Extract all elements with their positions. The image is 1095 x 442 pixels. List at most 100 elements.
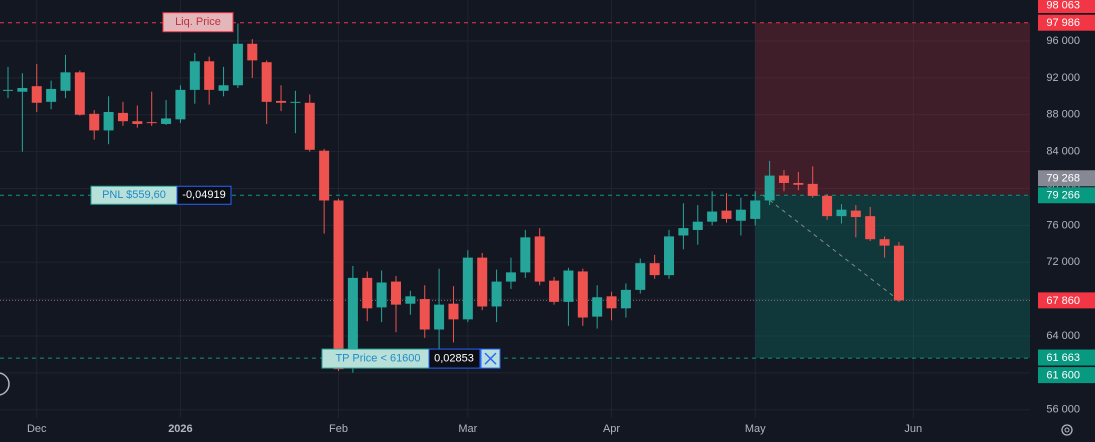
- price-label-box: [1038, 0, 1095, 14]
- price-label: 79 268: [1046, 173, 1080, 185]
- candle-body: [678, 228, 689, 236]
- candle-body: [304, 102, 315, 150]
- candle-body: [505, 272, 516, 282]
- price-label: 67 860: [1046, 295, 1080, 307]
- y-tick-label: 64 000: [1046, 330, 1080, 342]
- pnl-label: PNL $559,60: [102, 189, 166, 201]
- close-icon[interactable]: [484, 352, 497, 365]
- candle-body: [103, 111, 114, 131]
- candle-body: [893, 245, 904, 301]
- candle-body: [31, 86, 42, 103]
- candle-body: [664, 236, 675, 276]
- price-label: 61 600: [1046, 369, 1080, 381]
- candle-body: [204, 61, 215, 90]
- candle-body: [692, 221, 703, 230]
- candle-body: [721, 210, 732, 219]
- x-tick-label: Jun: [904, 423, 922, 435]
- price-label-box: [1038, 187, 1095, 204]
- candle-body: [261, 62, 272, 102]
- y-tick-label: 84 000: [1046, 146, 1080, 158]
- liq-box: [162, 12, 234, 33]
- candle-body: [778, 175, 789, 183]
- candle-body: [549, 280, 560, 302]
- x-tick-label: May: [745, 423, 766, 435]
- price-label-box: [1038, 367, 1095, 384]
- x-tick-label: Mar: [458, 423, 477, 435]
- candle-body: [462, 257, 473, 320]
- candle-body: [649, 263, 660, 276]
- candle-body: [534, 236, 545, 282]
- candle-body: [448, 303, 459, 320]
- candle-body: [3, 89, 13, 91]
- candle-body: [117, 112, 128, 122]
- liq-label: Liq. Price: [175, 16, 221, 28]
- candle-body: [60, 72, 71, 91]
- candle-body: [434, 304, 445, 330]
- candle-body: [592, 297, 603, 317]
- y-tick-label: 72 000: [1046, 256, 1080, 268]
- candle-body: [319, 150, 330, 201]
- target-zone: [755, 195, 1030, 359]
- candle-body: [390, 281, 401, 305]
- candle-body: [146, 122, 157, 124]
- candle-body: [276, 100, 287, 103]
- candle-body: [764, 175, 775, 201]
- settings-icon[interactable]: [1061, 424, 1073, 436]
- candle-body: [807, 183, 818, 196]
- candle-body: [477, 257, 488, 307]
- candle-body: [161, 118, 172, 124]
- y-tick-label: 92 000: [1046, 72, 1080, 84]
- price-label-box: [1038, 14, 1095, 31]
- y-tick-label: 56 000: [1046, 404, 1080, 416]
- candle-body: [865, 216, 876, 240]
- x-tick-label: Dec: [27, 423, 47, 435]
- y-tick-label: 88 000: [1046, 109, 1080, 121]
- candle-body: [17, 88, 28, 92]
- candle-body: [405, 296, 416, 304]
- x-tick-label: Apr: [603, 423, 620, 435]
- candle-body: [232, 43, 243, 86]
- candle-body: [750, 200, 761, 219]
- candle-body: [74, 72, 85, 115]
- candle-body: [218, 85, 229, 91]
- price-label-box: [1038, 349, 1095, 366]
- price-label: 98 063: [1046, 0, 1080, 11]
- candle-body: [822, 195, 833, 217]
- candle-body: [793, 182, 804, 185]
- candle-body: [491, 281, 502, 307]
- candle-body: [735, 209, 746, 221]
- candle-body: [376, 282, 387, 308]
- tool-icon[interactable]: [0, 372, 10, 396]
- candle-body: [89, 113, 100, 131]
- pnl-change-box: [176, 185, 232, 205]
- candle-body: [707, 211, 718, 222]
- candle-body: [606, 296, 617, 309]
- price-label-box: [1038, 292, 1095, 309]
- candle-body: [879, 239, 890, 246]
- price-label: 79 266: [1046, 190, 1080, 202]
- y-tick-label: 76 000: [1046, 219, 1080, 231]
- candle-body: [520, 237, 531, 273]
- candle-body: [620, 289, 631, 309]
- candle-body: [290, 101, 301, 103]
- tp-change: 0,02853: [434, 352, 474, 364]
- candle-body: [850, 210, 861, 218]
- price-label: 97 986: [1046, 17, 1080, 29]
- candle-body: [577, 271, 588, 318]
- candle-body: [635, 263, 646, 290]
- candle-body: [46, 88, 57, 102]
- candle-body: [333, 200, 344, 370]
- y-tick-label: 96 000: [1046, 35, 1080, 47]
- candle-body: [362, 277, 373, 309]
- price-label: 61 663: [1046, 352, 1080, 364]
- x-tick-label: 2026: [168, 423, 192, 435]
- pnl-change: -0,04919: [182, 189, 225, 201]
- candle-body: [347, 277, 358, 352]
- candle-body: [247, 43, 258, 61]
- candle-body: [563, 270, 574, 302]
- tp-change-box: [428, 348, 481, 369]
- tp-label: TP Price < 61600: [335, 352, 420, 364]
- x-tick-label: Feb: [329, 423, 348, 435]
